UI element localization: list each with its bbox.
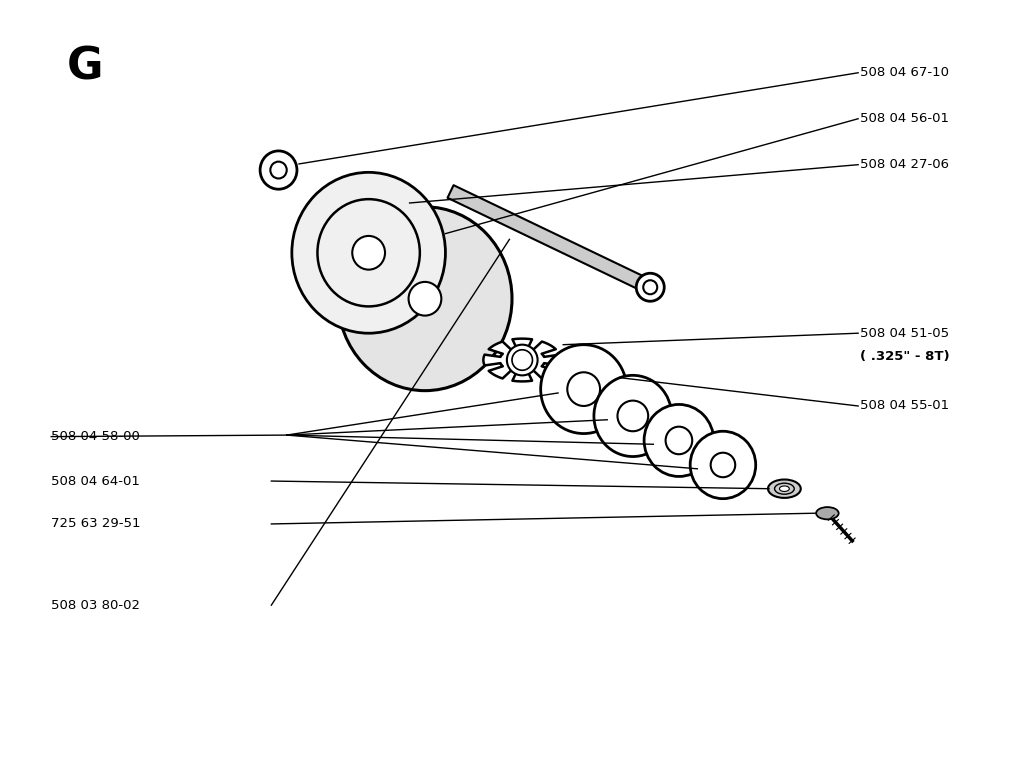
Text: 508 04 51-05: 508 04 51-05	[860, 327, 949, 339]
Circle shape	[512, 350, 532, 370]
Ellipse shape	[768, 480, 801, 498]
Ellipse shape	[567, 372, 600, 406]
Ellipse shape	[317, 199, 420, 306]
Text: 508 03 80-02: 508 03 80-02	[51, 599, 140, 611]
Text: G: G	[67, 46, 103, 89]
Ellipse shape	[774, 483, 795, 494]
Ellipse shape	[338, 207, 512, 391]
Polygon shape	[447, 185, 653, 293]
Text: 508 04 64-01: 508 04 64-01	[51, 475, 140, 487]
Ellipse shape	[816, 507, 839, 519]
Ellipse shape	[541, 345, 627, 434]
Circle shape	[636, 273, 665, 301]
Ellipse shape	[711, 453, 735, 477]
Polygon shape	[483, 339, 561, 381]
Circle shape	[507, 345, 538, 375]
Ellipse shape	[409, 282, 441, 316]
Ellipse shape	[690, 431, 756, 499]
Ellipse shape	[260, 151, 297, 189]
Ellipse shape	[617, 401, 648, 431]
Ellipse shape	[292, 172, 445, 333]
Ellipse shape	[666, 427, 692, 454]
Text: 508 04 67-10: 508 04 67-10	[860, 67, 949, 79]
Text: ( .325" - 8T): ( .325" - 8T)	[860, 350, 950, 362]
Text: 508 04 27-06: 508 04 27-06	[860, 159, 949, 171]
Ellipse shape	[270, 162, 287, 178]
Ellipse shape	[779, 486, 790, 492]
Text: 508 04 58-00: 508 04 58-00	[51, 430, 140, 443]
Ellipse shape	[352, 236, 385, 270]
Ellipse shape	[594, 375, 672, 457]
Circle shape	[643, 280, 657, 294]
Text: 508 04 56-01: 508 04 56-01	[860, 113, 949, 125]
Ellipse shape	[644, 404, 714, 476]
Text: 508 04 55-01: 508 04 55-01	[860, 400, 949, 412]
Text: 725 63 29-51: 725 63 29-51	[51, 518, 140, 530]
